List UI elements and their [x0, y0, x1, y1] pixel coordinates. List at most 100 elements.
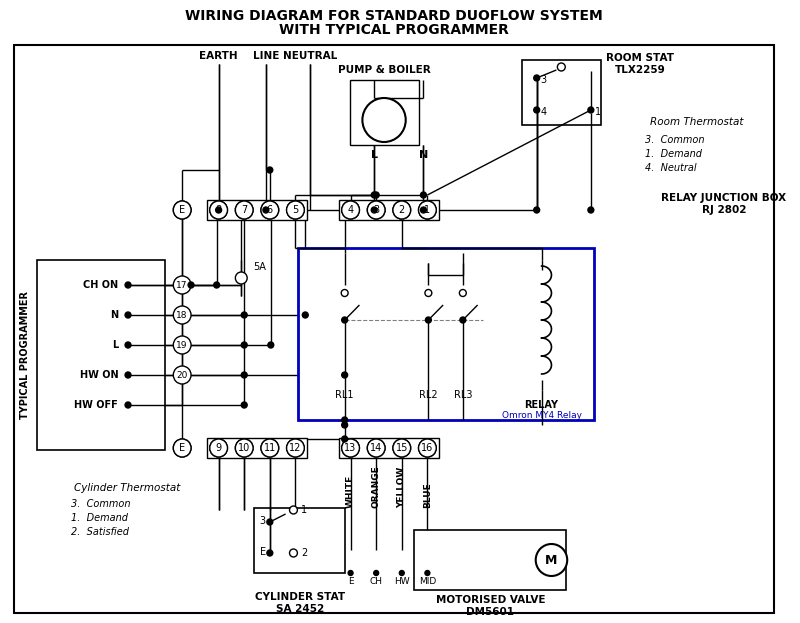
Circle shape: [210, 439, 227, 457]
Circle shape: [367, 201, 385, 219]
Text: 12: 12: [290, 443, 302, 453]
Circle shape: [174, 201, 191, 219]
Circle shape: [210, 439, 227, 457]
Circle shape: [342, 201, 359, 219]
Circle shape: [367, 439, 385, 457]
Circle shape: [534, 107, 540, 113]
Text: 3: 3: [541, 75, 546, 85]
Text: 4: 4: [347, 205, 354, 215]
Text: 8: 8: [215, 205, 222, 215]
Text: BLUE: BLUE: [423, 482, 432, 508]
Circle shape: [125, 312, 131, 318]
Text: E: E: [179, 205, 186, 215]
Text: SA 2452: SA 2452: [276, 604, 325, 614]
Text: E: E: [179, 443, 186, 453]
Circle shape: [235, 201, 253, 219]
Circle shape: [174, 439, 191, 457]
Text: Room Thermostat: Room Thermostat: [650, 117, 743, 127]
Text: RL2: RL2: [419, 390, 438, 400]
Text: HW OFF: HW OFF: [74, 400, 118, 410]
Text: E: E: [179, 443, 186, 453]
Circle shape: [174, 439, 191, 457]
Circle shape: [425, 290, 432, 297]
Circle shape: [125, 372, 131, 378]
Circle shape: [268, 342, 274, 348]
Text: YELLOW: YELLOW: [398, 467, 406, 508]
Text: Cylinder Thermostat: Cylinder Thermostat: [74, 483, 180, 493]
Text: 3: 3: [373, 205, 379, 215]
Circle shape: [290, 506, 298, 514]
Text: 16: 16: [422, 443, 434, 453]
Text: WITH TYPICAL PROGRAMMER: WITH TYPICAL PROGRAMMER: [279, 23, 509, 37]
Text: 4.  Neutral: 4. Neutral: [645, 163, 697, 173]
Circle shape: [174, 366, 191, 384]
Circle shape: [302, 312, 308, 318]
Text: 1: 1: [302, 505, 307, 515]
Circle shape: [174, 276, 191, 294]
Text: WHITE: WHITE: [346, 475, 355, 508]
Text: 5: 5: [292, 205, 298, 215]
Text: Omron MY4 Relay: Omron MY4 Relay: [502, 411, 582, 419]
Text: 2: 2: [398, 205, 405, 215]
Text: E: E: [260, 547, 266, 557]
Text: 2: 2: [398, 205, 405, 215]
Circle shape: [125, 282, 131, 288]
Bar: [207, 200, 307, 220]
Text: CH: CH: [370, 576, 382, 586]
Circle shape: [534, 207, 540, 213]
Text: CYLINDER STAT: CYLINDER STAT: [255, 592, 346, 602]
Bar: [522, 60, 601, 125]
Text: HW: HW: [394, 576, 410, 586]
Text: DM5601: DM5601: [466, 607, 514, 617]
Circle shape: [459, 290, 466, 297]
Circle shape: [425, 571, 430, 576]
Text: 16: 16: [422, 443, 434, 453]
Circle shape: [588, 207, 594, 213]
Text: M: M: [546, 553, 558, 566]
Text: 1: 1: [594, 107, 601, 117]
Circle shape: [210, 201, 227, 219]
Text: RELAY: RELAY: [525, 400, 558, 410]
Circle shape: [261, 439, 278, 457]
Text: 15: 15: [395, 443, 408, 453]
Circle shape: [421, 192, 426, 198]
Circle shape: [342, 436, 348, 442]
Text: 1: 1: [424, 205, 430, 215]
Circle shape: [286, 439, 304, 457]
Text: 14: 14: [370, 443, 382, 453]
Circle shape: [348, 571, 353, 576]
Circle shape: [418, 439, 436, 457]
Circle shape: [216, 207, 222, 213]
Text: E: E: [348, 576, 354, 586]
Text: 7: 7: [241, 205, 247, 215]
Text: RL1: RL1: [335, 390, 354, 400]
Circle shape: [418, 201, 436, 219]
Bar: [338, 438, 439, 458]
Circle shape: [342, 317, 348, 323]
Circle shape: [421, 207, 426, 213]
Text: RL3: RL3: [454, 390, 472, 400]
Text: 14: 14: [370, 443, 382, 453]
Circle shape: [286, 439, 304, 457]
Text: 3.  Common: 3. Common: [645, 135, 705, 145]
Text: 19: 19: [177, 341, 188, 350]
Circle shape: [393, 439, 410, 457]
Text: 9: 9: [215, 443, 222, 453]
Text: 11: 11: [264, 443, 276, 453]
Text: 3: 3: [260, 516, 266, 526]
Text: PUMP & BOILER: PUMP & BOILER: [338, 65, 430, 75]
Text: WIRING DIAGRAM FOR STANDARD DUOFLOW SYSTEM: WIRING DIAGRAM FOR STANDARD DUOFLOW SYST…: [185, 9, 602, 23]
Text: NEUTRAL: NEUTRAL: [283, 51, 338, 61]
Text: 6: 6: [266, 205, 273, 215]
Circle shape: [362, 98, 406, 142]
Text: TYPICAL PROGRAMMER: TYPICAL PROGRAMMER: [20, 291, 30, 419]
Circle shape: [342, 417, 348, 423]
Circle shape: [342, 372, 348, 378]
Circle shape: [235, 272, 247, 284]
Circle shape: [242, 402, 247, 408]
Circle shape: [371, 192, 377, 198]
Text: L: L: [112, 340, 118, 350]
Circle shape: [235, 439, 253, 457]
Text: 10: 10: [238, 443, 250, 453]
Circle shape: [342, 290, 348, 297]
